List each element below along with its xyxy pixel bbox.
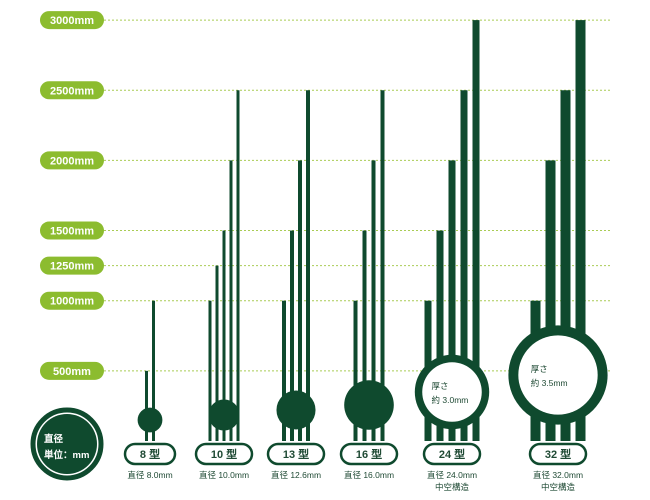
y-tick-label: 3000mm bbox=[50, 15, 94, 27]
type-pill bbox=[339, 442, 399, 466]
y-tick-pill bbox=[40, 151, 104, 170]
legend-line2: 単位：mm bbox=[44, 449, 89, 461]
type-pill bbox=[528, 442, 588, 466]
cross-section bbox=[276, 390, 316, 430]
type-label: 10 型 bbox=[211, 447, 237, 461]
thickness-label: 厚さ bbox=[432, 381, 449, 391]
y-tick: 1500mm bbox=[40, 221, 104, 240]
cross-section bbox=[208, 399, 240, 431]
y-tick-label: 1000mm bbox=[50, 296, 94, 308]
y-tick: 2500mm bbox=[40, 81, 104, 100]
cross-section bbox=[137, 407, 163, 433]
stake-bar bbox=[208, 300, 212, 441]
stake-group: 厚さ約 3.5mm 32 型直径 32.0mm 中空構造 bbox=[508, 20, 608, 492]
stake-group: 10 型直径 10.0mm bbox=[194, 90, 254, 480]
cross-section-hollow bbox=[422, 362, 482, 422]
y-tick-pill bbox=[40, 81, 104, 100]
stake-bar bbox=[306, 90, 310, 441]
stake-bar bbox=[152, 300, 155, 441]
legend-circle-inner bbox=[37, 414, 97, 474]
stake-bar bbox=[222, 230, 226, 441]
thickness-label: 厚さ bbox=[531, 364, 548, 374]
stake-bar bbox=[282, 300, 286, 441]
thickness-value: 約 3.0mm bbox=[432, 395, 469, 405]
type-pill bbox=[123, 442, 177, 466]
stake-bar bbox=[460, 90, 468, 441]
diameter-label: 直径 16.0mm bbox=[344, 470, 394, 480]
y-tick-pill bbox=[40, 291, 104, 310]
legend-line1: 直径 bbox=[44, 433, 64, 445]
stake-bar bbox=[545, 160, 556, 441]
y-tick-pill bbox=[40, 11, 104, 30]
stake-bar bbox=[371, 160, 376, 441]
type-label: 32 型 bbox=[545, 447, 571, 461]
stake-bar bbox=[436, 230, 444, 441]
stake-bar bbox=[362, 230, 367, 441]
y-tick-label: 2000mm bbox=[50, 155, 94, 167]
stake-bar bbox=[560, 90, 571, 441]
type-label: 8 型 bbox=[140, 447, 160, 461]
type-pill bbox=[266, 442, 326, 466]
y-tick-pill bbox=[40, 221, 104, 240]
stake-bar bbox=[229, 160, 233, 441]
y-tick: 3000mm bbox=[40, 11, 104, 30]
type-pill bbox=[194, 442, 254, 466]
diameter-label: 直径 8.0mm bbox=[127, 470, 172, 480]
diameter-label: 直径 32.0mm bbox=[533, 470, 583, 480]
cross-section bbox=[344, 380, 394, 430]
y-tick: 1250mm bbox=[40, 256, 104, 275]
stake-bar bbox=[472, 20, 480, 441]
diameter-label: 直径 12.6mm bbox=[271, 470, 321, 480]
y-tick-pill bbox=[40, 256, 104, 275]
legend: 直径 単位：mm bbox=[30, 407, 104, 481]
y-tick-pill bbox=[40, 361, 104, 380]
y-axis-labels: 500mm 1000mm 1250mm 1500mm 2000mm 2500mm 3000m… bbox=[40, 11, 104, 380]
stake-bar bbox=[145, 370, 148, 441]
stake-bar bbox=[298, 160, 302, 441]
stake-group: 13 型直径 12.6mm bbox=[266, 90, 326, 480]
y-tick: 1000mm bbox=[40, 291, 104, 310]
diameter-label: 直径 24.0mm bbox=[427, 470, 477, 480]
stake-bar bbox=[236, 90, 240, 441]
diameter-label: 直径 10.0mm bbox=[199, 470, 249, 480]
thickness-value: 約 3.5mm bbox=[531, 378, 568, 388]
stake-bar bbox=[290, 230, 294, 441]
type-label: 16 型 bbox=[356, 447, 382, 461]
stake-bar bbox=[448, 160, 456, 441]
stake-group: 厚さ約 3.0mm 24 型直径 24.0mm 中空構造 bbox=[414, 20, 490, 492]
stake-bar bbox=[575, 20, 586, 441]
stake-bar bbox=[215, 265, 219, 441]
y-tick: 500mm bbox=[40, 361, 104, 380]
y-tick-label: 2500mm bbox=[50, 85, 94, 97]
stake-group: 8 型直径 8.0mm bbox=[123, 300, 177, 480]
y-tick-label: 1500mm bbox=[50, 226, 94, 238]
stake-bar bbox=[380, 90, 385, 441]
stake-bar bbox=[353, 300, 358, 441]
y-tick-label: 1250mm bbox=[50, 261, 94, 273]
cross-section-hollow bbox=[518, 335, 598, 415]
stake-group: 16 型直径 16.0mm bbox=[339, 90, 399, 480]
hollow-label: 中空構造 bbox=[435, 482, 470, 492]
type-label: 24 型 bbox=[439, 447, 465, 461]
hollow-label: 中空構造 bbox=[541, 482, 576, 492]
y-tick: 2000mm bbox=[40, 151, 104, 170]
type-label: 13 型 bbox=[283, 447, 309, 461]
y-tick-label: 500mm bbox=[53, 366, 91, 378]
type-pill bbox=[422, 442, 482, 466]
